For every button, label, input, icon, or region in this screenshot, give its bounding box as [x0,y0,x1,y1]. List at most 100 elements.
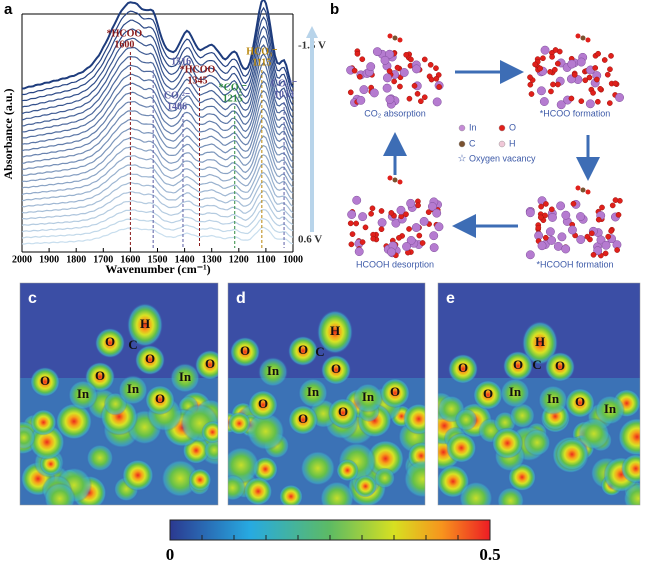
indium-atom [561,244,571,254]
indium-atom [540,45,550,55]
elf-blob [577,417,610,450]
indium-atom [372,47,382,57]
elf-blob [228,446,260,484]
indium-atom [427,202,437,212]
spectrum [21,52,294,127]
atom-label: C [532,357,541,372]
atom-label: H [330,323,340,338]
spectrum [21,107,294,164]
elf-blob [43,482,76,505]
atom-label: O [95,368,105,383]
elf-blob [403,403,425,435]
indium-atom [615,93,624,102]
indium-atom [556,201,566,211]
elf-blob [204,439,218,461]
peak-value: 1600 [114,39,134,50]
elf-blob [122,459,154,492]
spectrum [21,226,294,245]
indium-atom [359,85,369,95]
oxygen-atom [612,197,619,203]
atom-label: O [105,334,115,349]
atom-label: In [77,386,90,401]
elf-blob [353,383,383,413]
oxygen-atom [601,57,608,63]
oxygen-atom [415,202,421,209]
oxygen-atom [548,88,554,95]
legend-swatch [498,140,506,148]
oxygen-atom [421,94,428,101]
elf-blob [617,417,640,457]
indium-atom [356,95,366,105]
elf-blob [538,385,568,415]
panel-label: c [28,290,37,307]
indium-atom [557,232,567,242]
spectrum [21,0,294,90]
oxygen-atom [433,65,439,72]
atom-label: O [513,357,523,372]
oxygen-atom [414,90,421,97]
oxygen-atom [433,75,440,82]
oxygen-atom [609,202,616,209]
spectrum [21,35,294,115]
spectrum [21,209,294,233]
elf-blob [288,336,318,366]
atom-label: C [128,337,137,352]
oxygen-atom [543,201,549,207]
oxygen-atom [597,85,604,92]
oxygen-atom [368,210,374,217]
oxygen-atom [532,61,538,68]
oxygen-atom [418,98,424,105]
elf-map [20,283,218,505]
elf-blob [188,468,212,492]
oxygen-atom [369,205,376,212]
peak-value: 1215 [223,93,243,104]
oxygen-atom [612,80,619,87]
legend-label: O [509,122,516,132]
indium-atom [556,100,566,110]
oxygen-atom [607,66,613,73]
x-tick-label: 1800 [66,254,86,265]
indium-atom [525,208,535,218]
elf-map [438,283,640,505]
oxygen-atom [359,239,366,245]
elf-blob [454,408,478,431]
atom-label: O [40,373,50,388]
oxygen-atom [548,206,555,213]
elf-blob [86,444,114,472]
atom-label: O [458,360,468,375]
indium-atom [547,236,557,245]
indium-atom [561,210,571,220]
elf-blob [248,390,278,420]
oxygen-atom [592,65,599,71]
oxygen-atom [582,77,589,84]
atom-label: O [555,358,565,373]
peak-name: HCO₃⁻ [246,46,277,57]
spectrum [21,16,294,102]
elf-blob [565,388,595,418]
peak-value: 1115 [252,57,271,68]
atom-label: In [179,369,192,384]
oxygen-atom [608,228,614,234]
indium-atom [576,235,586,244]
indium-atom [366,62,376,72]
oxygen-atom [575,185,581,191]
potential-arrowhead [306,26,318,38]
panel-label: b [330,1,339,18]
x-tick-label: 1200 [229,254,249,265]
elf-blob [228,474,246,501]
indium-atom [567,225,577,235]
elf-blob [258,357,288,387]
oxygen-atom [554,60,561,67]
oxygen-atom [602,250,609,257]
x-tick-label: 1600 [120,254,140,265]
peak-value: 1406 [167,101,187,112]
oxygen-atom [595,50,601,57]
spectrum [21,44,294,121]
oxygen-atom [585,37,591,43]
elf-blob [30,409,57,436]
indium-atom [434,222,444,232]
oxygen-atom [421,56,428,63]
carbon-atom [392,177,398,183]
